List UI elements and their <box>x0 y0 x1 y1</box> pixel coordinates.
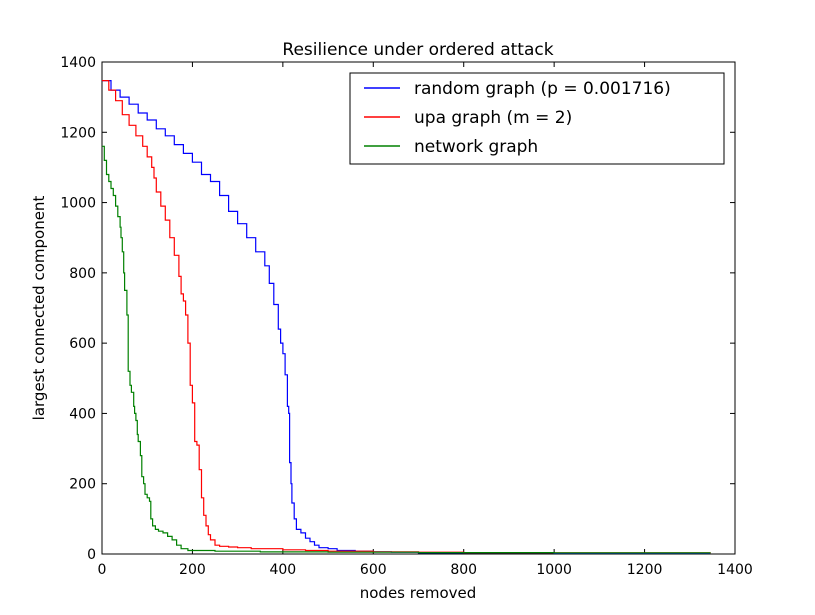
legend-label-2: network graph <box>414 137 538 157</box>
x-tick-label-1: 200 <box>179 562 206 578</box>
chart-title: Resilience under ordered attack <box>282 40 553 60</box>
y-tick-label-2: 400 <box>69 406 96 422</box>
series-line-0 <box>102 80 711 554</box>
data-lines <box>102 80 711 554</box>
x-tick-label-3: 600 <box>360 562 387 578</box>
series-line-1 <box>102 80 711 554</box>
y-tick-label-4: 800 <box>69 266 96 282</box>
y-tick-label-0: 0 <box>87 547 96 563</box>
legend-label-0: random graph (p = 0.001716) <box>414 79 671 99</box>
x-tick-label-5: 1000 <box>536 562 572 578</box>
y-tick-label-3: 600 <box>69 336 96 352</box>
x-tick-label-6: 1200 <box>627 562 663 578</box>
y-axis-label: largest connected component <box>30 196 48 421</box>
axis-ticks: 0 200 400 600 800 1000 1200 1400 0 200 400 600 800 10… <box>60 55 752 578</box>
y-tick-label-7: 1400 <box>60 55 96 71</box>
y-tick-label-1: 200 <box>69 477 96 493</box>
y-tick-label-6: 1200 <box>60 125 96 141</box>
legend: random graph (p = 0.001716) upa graph (m … <box>349 72 725 165</box>
legend-box <box>349 72 725 165</box>
x-tick-label-2: 400 <box>269 562 296 578</box>
x-tick-label-4: 800 <box>450 562 477 578</box>
legend-label-1: upa graph (m = 2) <box>414 108 572 128</box>
x-tick-label-0: 0 <box>98 562 107 578</box>
x-tick-label-7: 1400 <box>717 562 753 578</box>
y-tick-label-5: 1000 <box>60 196 96 212</box>
series-line-2 <box>102 145 711 554</box>
x-axis-label: nodes removed <box>360 584 477 602</box>
